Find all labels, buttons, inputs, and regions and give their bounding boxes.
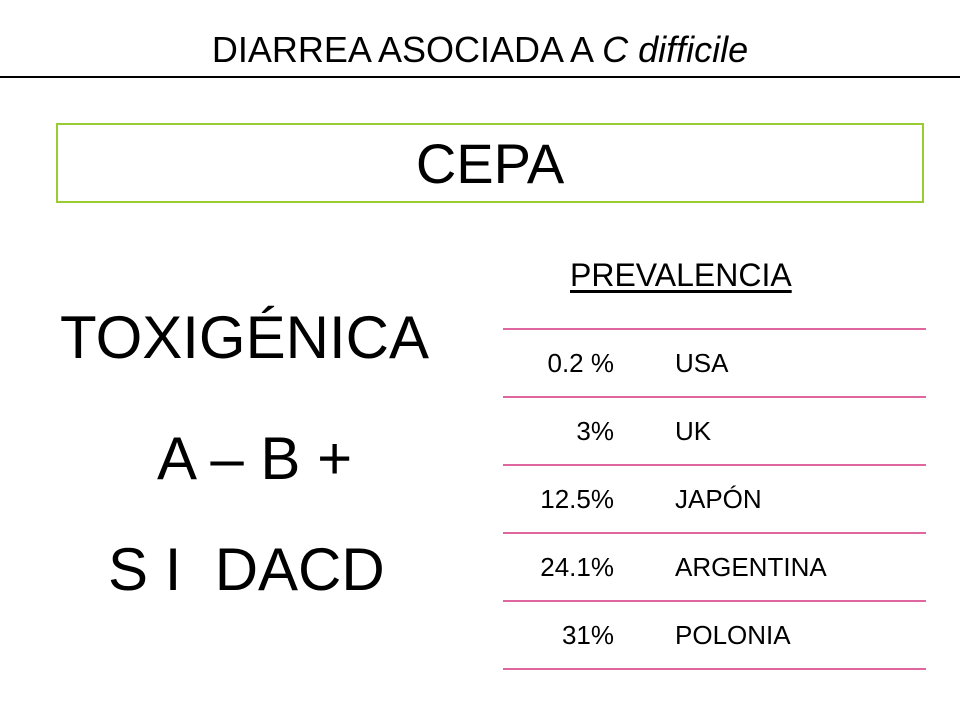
prevalence-table: 0.2 % USA 3% UK 12.5% JAPÓN 24.1% ARGENT… [503,328,926,670]
slide-title-organism: C difficile [602,29,749,70]
prevalence-percent: 12.5% [540,484,614,514]
prevalence-country: JAPÓN [675,484,762,514]
table-row: 12.5% JAPÓN [503,464,926,532]
prevalence-country: ARGENTINA [675,552,827,582]
dacd-label: S I DACD [108,536,385,603]
table-row: 0.2 % USA [503,328,926,396]
toxin-label: TOXIGÉNICA [60,304,429,371]
strain-box: CEPA [56,123,924,203]
slide-title-main: DIARREA ASOCIADA A [211,29,603,70]
prevalence-percent: 3% [576,416,614,446]
table-row: 24.1% ARGENTINA [503,532,926,600]
prevalence-country: POLONIA [675,620,791,650]
prevalence-percent: 0.2 % [547,348,615,378]
table-row: 31% POLONIA [503,600,926,670]
prevalence-country: UK [675,416,712,446]
strain-box-label: CEPA [415,131,565,195]
toxin-profile: A – B + [157,425,353,492]
slide-title: DIARREA ASOCIADA A C difficile [0,28,960,72]
title-divider [0,76,960,78]
prevalence-percent: 24.1% [540,552,614,582]
prevalence-percent: 31% [561,620,614,650]
prevalence-heading: PREVALENCIA [570,257,792,293]
table-row: 3% UK [503,396,926,464]
prevalence-country: USA [675,348,729,378]
